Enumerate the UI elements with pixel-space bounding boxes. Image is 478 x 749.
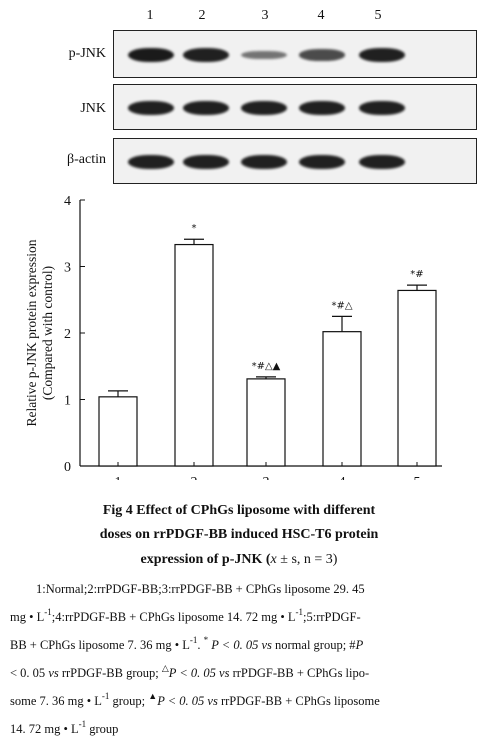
blot-label-bactin: β-actin xyxy=(67,152,106,167)
caption-l5-a: some 7. 36 mg • L xyxy=(10,694,102,708)
y-tick-label-4: 4 xyxy=(64,194,71,209)
x-tick-label-1: 1 xyxy=(115,475,122,480)
x-tick-label-4: 4 xyxy=(339,475,346,480)
caption-filled-triangle-symbol: ▲ xyxy=(148,691,158,701)
caption-l2-sup2: -1 xyxy=(295,607,304,617)
blot-band-row1-lane2 xyxy=(183,48,229,62)
y-tick-label-3: 3 xyxy=(64,261,71,276)
caption-l3-p2: P xyxy=(355,638,364,652)
caption-l4-vs2: vs xyxy=(219,666,230,680)
lane-label-5: 5 xyxy=(374,8,382,23)
caption-l3-p: P < 0. 05 xyxy=(208,638,262,652)
lane-label-4: 4 xyxy=(317,8,325,23)
title-line3-stats: ± s, n = 3) xyxy=(276,552,338,567)
bar-1 xyxy=(98,396,138,467)
lane-label-2: 2 xyxy=(198,8,206,23)
blot-label-pjnk: p-JNK xyxy=(68,46,106,61)
caption-star-symbol: * xyxy=(203,635,209,645)
blot-band-row1-lane4 xyxy=(299,49,345,61)
bars: * *#△▲ *#△ *# xyxy=(98,223,437,467)
blot-band-row3-lane4 xyxy=(299,155,345,169)
significance-label-2: * xyxy=(192,223,197,234)
caption-l4-b: rrPDGF-BB group; xyxy=(58,666,162,680)
caption-l2-a: mg • L xyxy=(10,610,45,624)
figure-title-line3: expression of p-JNK (x ± s, n = 3) xyxy=(0,552,478,568)
significance-label-5: *# xyxy=(410,269,423,280)
bar-4 xyxy=(322,331,362,467)
caption-l4-d: rrPDGF-BB + CPhGs lipo- xyxy=(229,666,370,680)
caption-l5-b: group; xyxy=(109,694,149,708)
caption-l6-sup: -1 xyxy=(78,719,87,729)
caption-line-6: 14. 72 mg • L-1 group xyxy=(10,713,472,741)
blot-band-row1-lane1 xyxy=(128,48,174,62)
blot-band-row3-lane5 xyxy=(359,155,405,169)
caption-l3-b: . xyxy=(197,638,204,652)
caption-l4-a: < 0. 05 xyxy=(10,666,49,680)
blot-band-row3-lane3 xyxy=(241,155,287,169)
caption-l5-d: rrPDGF-BB + CPhGs liposome xyxy=(217,694,380,708)
caption-l2-sup1: -1 xyxy=(44,607,52,617)
y-tick-label-0: 0 xyxy=(64,460,71,475)
blot-band-row2-lane2 xyxy=(183,101,229,115)
figure-title-line1: Fig 4 Effect of CPhGs liposome with diff… xyxy=(102,503,376,518)
blot-band-row3-lane2 xyxy=(183,155,229,169)
blot-strip-bactin xyxy=(113,138,477,184)
caption-line-3: BB + CPhGs liposome 7. 36 mg • L-1. * P … xyxy=(10,629,472,657)
bar-5 xyxy=(397,289,437,467)
y-axis-label-line1: Relative p-JNK protein expression xyxy=(24,239,39,426)
x-tick-label-3: 3 xyxy=(263,475,270,480)
blot-strip-pjnk xyxy=(113,30,477,78)
lane-label-1: 1 xyxy=(146,8,154,23)
title-line3-text: expression of p-JNK ( xyxy=(140,552,271,567)
caption-l3-sup: -1 xyxy=(189,635,198,645)
caption-l3-d: normal group; # xyxy=(271,638,356,652)
blot-band-row2-lane5 xyxy=(359,101,405,115)
blot-strip-jnk xyxy=(113,84,477,130)
y-axis-label-line2: (Compared with control) xyxy=(40,266,55,400)
y-ticks: 0 1 2 3 4 xyxy=(64,194,85,475)
caption-l4-c: P < 0. 05 xyxy=(168,666,220,680)
blot-band-row1-lane3 xyxy=(241,50,287,60)
blot-band-row1-lane5 xyxy=(359,48,405,62)
significance-label-4: *#△ xyxy=(331,300,352,311)
blot-band-row3-lane1 xyxy=(128,155,174,169)
caption-line-1: 1:Normal;2:rrPDGF-BB;3:rrPDGF-BB + CPhGs… xyxy=(10,578,472,601)
x-tick-label-5: 5 xyxy=(414,475,421,480)
bar-2 xyxy=(174,243,214,467)
caption-l5-c: P < 0. 05 xyxy=(157,694,208,708)
y-tick-label-1: 1 xyxy=(64,394,71,409)
figure-title-line2: doses on rrPDGF-BB induced HSC-T6 protei… xyxy=(99,527,379,542)
caption-line-4: < 0. 05 vs rrPDGF-BB group; △P < 0. 05 v… xyxy=(10,657,472,685)
x-ticks: 1 2 3 4 5 xyxy=(115,462,421,480)
caption-line-2: mg • L-1;4:rrPDGF-BB + CPhGs liposome 14… xyxy=(10,601,472,629)
blot-band-row2-lane1 xyxy=(128,101,174,115)
lane-label-3: 3 xyxy=(261,8,269,23)
caption-l2-c: ;5:rrPDGF- xyxy=(303,610,361,624)
caption-l6-b: group xyxy=(86,722,119,736)
caption-line-5: some 7. 36 mg • L-1 group; ▲P < 0. 05 vs… xyxy=(10,685,472,713)
caption-l6-a: 14. 72 mg • L xyxy=(10,722,79,736)
caption-l2-b: ;4:rrPDGF-BB + CPhGs liposome 14. 72 mg … xyxy=(51,610,296,624)
bar-chart: 0 1 2 3 4 * *#△▲ *#△ *# 1 2 3 4 5 Relative p-JNK pr… xyxy=(24,194,442,480)
figure-caption: 1:Normal;2:rrPDGF-BB;3:rrPDGF-BB + CPhGs… xyxy=(10,578,472,741)
title-mean-symbol: x xyxy=(270,552,277,567)
caption-l3-vs: vs xyxy=(261,638,272,652)
caption-l4-vs1: vs xyxy=(48,666,59,680)
caption-open-triangle-symbol: △ xyxy=(161,663,169,673)
caption-l5-sup: -1 xyxy=(101,691,110,701)
caption-l3-a: BB + CPhGs liposome 7. 36 mg • L xyxy=(10,638,190,652)
caption-l5-vs: vs xyxy=(207,694,218,708)
blot-band-row2-lane3 xyxy=(241,101,287,115)
blot-label-jnk: JNK xyxy=(80,101,106,116)
y-tick-label-2: 2 xyxy=(64,327,71,342)
blot-band-row2-lane4 xyxy=(299,101,345,115)
caption-groups-1-3: 1:Normal;2:rrPDGF-BB;3:rrPDGF-BB + CPhGs… xyxy=(36,582,365,596)
x-tick-label-2: 2 xyxy=(191,475,198,480)
significance-label-3: *#△▲ xyxy=(252,361,281,372)
bar-3 xyxy=(246,378,286,467)
